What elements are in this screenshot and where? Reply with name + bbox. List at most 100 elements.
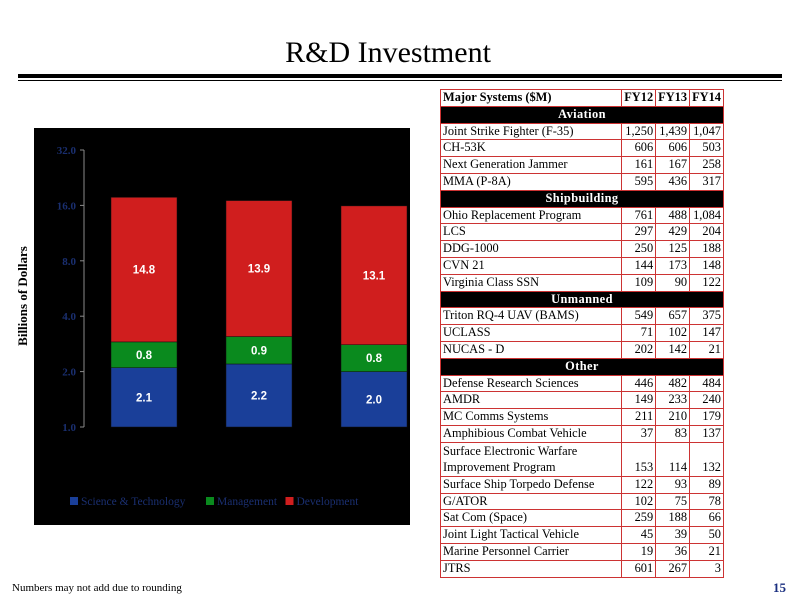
system-name-cell: CVN 21 xyxy=(439,256,623,275)
value-cell: 250 xyxy=(621,240,657,258)
value-cell: 37 xyxy=(621,424,657,443)
value-cell: 66 xyxy=(689,509,724,528)
data-label: 13.1 xyxy=(363,270,386,282)
system-name-cell: NUCAS - D xyxy=(439,340,623,359)
value-cell: 549 xyxy=(621,307,657,326)
value-cell: 1,250 xyxy=(621,122,657,141)
value-cell: 606 xyxy=(621,139,657,158)
system-name-cell: Virginia Class SSN xyxy=(439,273,623,292)
value-cell: 147 xyxy=(689,324,724,342)
column-header: FY12 xyxy=(621,89,657,107)
bar-development-3 xyxy=(340,205,408,345)
table-row: Triton RQ-4 UAV (BAMS) 549 657 375 xyxy=(439,307,724,326)
table-row: Sat Com (Space) 259 188 66 xyxy=(439,509,724,528)
data-label: 14.8 xyxy=(133,265,156,277)
bar-science-technology-1 xyxy=(110,367,178,428)
value-cell: 114 xyxy=(655,441,691,477)
bar-development-2 xyxy=(225,200,293,337)
system-name-cell: Joint Strike Fighter (F-35) xyxy=(439,122,623,141)
table-row: DDG-1000 250 125 188 xyxy=(439,240,724,258)
value-cell: 188 xyxy=(655,509,691,528)
table-row: G/ATOR 102 75 78 xyxy=(439,492,724,511)
value-cell: 39 xyxy=(655,526,691,544)
value-cell: 202 xyxy=(621,340,657,359)
value-cell: 1,047 xyxy=(689,122,724,141)
value-cell: 375 xyxy=(689,307,724,326)
value-cell: 90 xyxy=(655,273,691,292)
y-tick-label: 8.0 xyxy=(62,256,76,268)
value-cell: 19 xyxy=(621,542,657,561)
data-label: 0.8 xyxy=(136,350,153,362)
y-axis-label: Billions of Dollars xyxy=(15,246,30,346)
value-cell: 3 xyxy=(689,559,724,578)
value-cell: 78 xyxy=(689,492,724,511)
table-row: MMA (P-8A) 595 436 317 xyxy=(439,172,724,191)
system-name-cell: G/ATOR xyxy=(439,492,623,511)
bar-science-technology-3 xyxy=(340,371,408,428)
y-tick-label: 4.0 xyxy=(62,311,76,323)
data-label: 2.2 xyxy=(251,390,267,402)
major-systems-table: Major Systems ($M) FY12 FY13 FY14 Aviation J… xyxy=(439,89,724,578)
section-header-row: Shipbuilding xyxy=(440,189,724,208)
y-tick-label: 2.0 xyxy=(62,367,76,379)
value-cell: 233 xyxy=(655,391,691,410)
table-row: LCS 297 429 204 xyxy=(439,223,724,242)
value-cell: 657 xyxy=(655,307,691,326)
table-row: Defense Research Sciences 446 482 484 xyxy=(439,374,724,393)
value-cell: 109 xyxy=(621,273,657,292)
value-cell: 102 xyxy=(655,324,691,342)
legend-swatch-3 xyxy=(285,497,294,505)
value-cell: 210 xyxy=(655,408,691,426)
system-name-cell: Surface Ship Torpedo Defense xyxy=(439,475,623,494)
legend-swatch-1 xyxy=(70,497,78,505)
bar-management-2 xyxy=(225,336,293,365)
value-cell: 240 xyxy=(689,391,724,410)
value-cell: 137 xyxy=(689,424,724,443)
value-cell: 102 xyxy=(621,492,657,511)
table-row: Marine Personnel Carrier 19 36 21 xyxy=(439,542,724,561)
stacked-bar-chart: 32.0 16.0 8.0 4.0 2.0 1.0 2.1 0.8 14.8 2.2 0.9 13.9… xyxy=(34,128,410,525)
value-cell: 149 xyxy=(621,391,657,410)
legend-label-2: Management xyxy=(217,496,278,508)
value-cell: 1,084 xyxy=(689,206,724,225)
data-label: 2.1 xyxy=(136,392,153,404)
value-cell: 484 xyxy=(689,374,724,393)
value-cell: 503 xyxy=(689,139,724,158)
value-cell: 258 xyxy=(689,156,724,174)
system-name-cell: AMDR xyxy=(439,391,623,410)
y-tick-label: 1.0 xyxy=(62,422,76,434)
value-cell: 173 xyxy=(655,256,691,275)
table-row: MC Comms Systems 211 210 179 xyxy=(439,408,724,426)
system-name-cell: Surface Electronic Warfare Improvement P… xyxy=(439,441,623,477)
system-name-cell: CH-53K xyxy=(439,139,623,158)
table-row: NUCAS - D 202 142 21 xyxy=(439,340,724,359)
value-cell: 211 xyxy=(621,408,657,426)
bar-development-1 xyxy=(110,197,178,343)
value-cell: 144 xyxy=(621,256,657,275)
system-name-cell: MMA (P-8A) xyxy=(439,172,623,191)
system-name-cell: JTRS xyxy=(439,559,623,578)
chart-svg: 32.0 16.0 8.0 4.0 2.0 1.0 2.1 0.8 14.8 2.2 0.9 13.9… xyxy=(57,145,408,508)
value-cell: 595 xyxy=(621,172,657,191)
data-label: 2.0 xyxy=(366,394,382,406)
page-number: 15 xyxy=(773,580,786,595)
value-cell: 606 xyxy=(655,139,691,158)
section-header-row: Aviation xyxy=(440,105,724,124)
value-cell: 93 xyxy=(655,475,691,494)
value-cell: 167 xyxy=(655,156,691,174)
title-rule-thin xyxy=(18,80,782,81)
section-header-row: Other xyxy=(440,357,724,376)
value-cell: 148 xyxy=(689,256,724,275)
bar-management-1 xyxy=(110,341,178,368)
table-row: Amphibious Combat Vehicle 37 83 137 xyxy=(439,424,724,443)
table-row: UCLASS 71 102 147 xyxy=(439,324,724,342)
legend-label-3: Development xyxy=(297,496,360,508)
section-title: Unmanned xyxy=(440,290,724,309)
value-cell: 1,439 xyxy=(655,122,691,141)
page-title: R&D Investment xyxy=(285,36,491,69)
system-name-cell: Triton RQ-4 UAV (BAMS) xyxy=(439,307,623,326)
value-cell: 45 xyxy=(621,526,657,544)
value-cell: 125 xyxy=(655,240,691,258)
system-name-cell: MC Comms Systems xyxy=(439,408,623,426)
value-cell: 259 xyxy=(621,509,657,528)
